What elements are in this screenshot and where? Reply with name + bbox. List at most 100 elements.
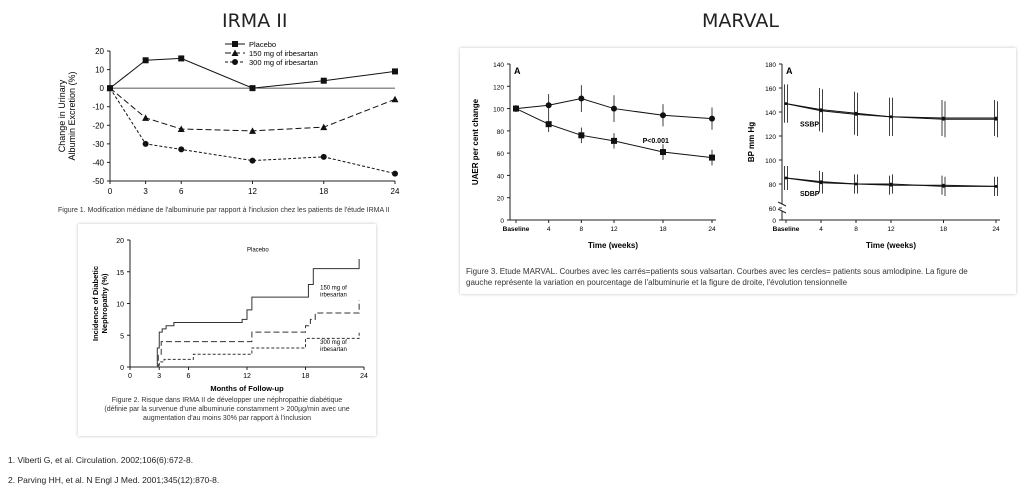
fig2-series-label-line: Placebo — [247, 247, 269, 253]
fig1-y-tick-label: -10 — [92, 103, 104, 112]
fig3b-data-point — [994, 185, 998, 188]
fig3a-y-tick-label: 0 — [500, 218, 504, 225]
fig2-series-step-line — [155, 332, 360, 368]
fig1-data-point — [320, 153, 327, 160]
fig2-x-axis-label: Months of Follow-up — [210, 384, 284, 393]
fig1-y-tick-label: -20 — [92, 121, 104, 130]
figure-3b-chart: A 0 60 80 100 120 140 160 180 Baseline 4 8 12 18 24 Tim… — [747, 62, 1000, 250]
figure-3-panel: A 0 20 40 60 80 100 120 140 Baseline 4 8 12 18 24 Time … — [460, 48, 1016, 294]
fig1-y-tick-label: -50 — [92, 177, 104, 186]
fig3a-y-tick-label: 140 — [493, 62, 504, 69]
fig1-data-point — [177, 125, 185, 132]
fig3a-data-point — [611, 137, 617, 144]
fig3b-data-point — [854, 182, 858, 186]
fig1-x-tick-label: 24 — [391, 187, 400, 196]
fig1-x-tick-label: 18 — [319, 187, 328, 196]
fig3a-x-tick-label: 18 — [659, 226, 667, 233]
fig3b-data-point — [819, 181, 823, 185]
fig1-data-point — [392, 68, 398, 75]
fig2-y-tick-label: 0 — [120, 365, 124, 372]
fig1-y-tick-label: 0 — [100, 84, 105, 93]
fig3b-data-point — [994, 117, 998, 121]
fig3b-x-tick-label: 12 — [887, 226, 895, 233]
fig3b-y-tick-label: 180 — [765, 62, 776, 69]
fig3b-y-tick-label: 140 — [765, 110, 776, 117]
fig3b-data-point — [889, 182, 893, 186]
fig2-series-label-line: 300 mg of — [320, 340, 347, 346]
fig3a-x-tick-label: Baseline — [503, 226, 530, 233]
fig1-data-point — [320, 123, 328, 131]
fig1-x-tick-label: 12 — [248, 187, 257, 196]
fig3a-data-point — [709, 115, 715, 122]
fig1-x-tick-label: 3 — [143, 187, 148, 196]
fig3b-x-tick-label: 4 — [819, 226, 823, 233]
fig3b-y-tick-label: 120 — [765, 134, 776, 141]
fig3b-y-axis-label: BP mm Hg — [747, 122, 756, 162]
fig2-series-label-line: 150 mg of — [320, 286, 347, 292]
reference-2: 2. Parving HH, et al. N Engl J Med. 2001… — [8, 475, 220, 485]
fig3b-series-line — [785, 103, 996, 119]
figure-3-caption-line: gauche représente la variation en pource… — [466, 278, 848, 287]
fig1-series-line — [109, 87, 396, 132]
fig3b-y-tick-label: 100 — [765, 158, 776, 165]
fig1-data-point — [249, 127, 256, 134]
figure-2-caption-line: Figure 2. Risque dans IRMA II de dévelop… — [111, 397, 343, 404]
figure-3-caption-line: Figure 3. Etude MARVAL. Courbes avec les… — [466, 267, 968, 276]
fig3b-series-line — [785, 177, 996, 187]
fig1-legend-label: 300 mg of irbesartan — [249, 58, 318, 67]
fig1-x-tick-label: 0 — [108, 187, 113, 196]
fig1-data-point — [391, 95, 399, 103]
fig2-y-tick-label: 20 — [116, 238, 124, 245]
title-irma-ii: IRMA II — [222, 10, 288, 32]
fig3a-panel-label: A — [514, 66, 521, 76]
fig3a-x-tick-label: 24 — [708, 226, 716, 233]
fig1-y-axis-label: Change in UrinaryAlbumin Excretion (%) — [57, 71, 77, 160]
fig3a-p-value: P<0.001 — [643, 138, 669, 145]
fig3b-data-point — [889, 115, 893, 119]
fig2-y-axis-label-line: Incidence of Diabetic — [91, 266, 100, 341]
fig3b-data-point — [854, 113, 858, 116]
fig3b-data-point — [819, 109, 823, 113]
figure-2-caption-line: (définie par la survenue d'une albuminur… — [104, 406, 350, 413]
fig1-data-point — [320, 77, 327, 84]
fig3a-x-tick-label: 8 — [580, 226, 584, 233]
fig2-y-tick-label: 10 — [116, 302, 124, 309]
fig1-legend-label: Placebo — [249, 40, 276, 49]
fig3b-x-tick-label: 8 — [854, 226, 858, 233]
fig1-series-line — [109, 57, 396, 89]
fig1-data-point — [142, 57, 149, 64]
fig3a-y-tick-label: 120 — [493, 84, 504, 91]
figure-1-panel: 20 10 0 -10 -20 -30 -40 -50 0 3 6 12 18 24 Change in U… — [50, 40, 422, 220]
fig2-x-tick-label: 3 — [157, 373, 161, 380]
fig1-y-tick-label: 10 — [95, 66, 104, 75]
fig3b-series-line — [785, 103, 996, 120]
fig2-x-tick-label: 18 — [302, 373, 310, 380]
fig3a-data-point — [513, 105, 519, 112]
fig3a-x-axis-label: Time (weeks) — [588, 241, 638, 250]
fig3a-data-point — [578, 132, 585, 139]
figure-3a-chart: A 0 20 40 60 80 100 120 140 Baseline 4 8 12 18 24 Time … — [471, 62, 716, 250]
fig2-y-tick-label: 15 — [116, 270, 124, 277]
fig1-y-tick-label: 20 — [95, 47, 104, 56]
fig1-y-axis-label-line: Albumin Excretion (%) — [67, 71, 77, 160]
fig3b-data-point — [784, 102, 788, 105]
fig3a-y-tick-label: 100 — [493, 107, 504, 114]
fig3a-series-line — [515, 108, 713, 159]
fig1-data-point — [178, 146, 185, 153]
fig3a-y-axis-label: UAER per cent change — [471, 98, 480, 185]
fig1-data-point — [142, 140, 149, 147]
fig3a-data-point — [660, 112, 666, 119]
fig3b-panel-label: A — [786, 66, 793, 76]
fig3b-data-point — [942, 185, 945, 188]
fig3a-y-tick-label: 20 — [497, 196, 505, 203]
fig3a-data-point — [709, 154, 715, 161]
figure-2-chart: 0 5 10 15 20 0 3 6 12 18 24 Months of Follow-up Inci… — [91, 238, 368, 393]
fig3b-axis-break — [777, 201, 787, 214]
fig1-data-point — [107, 85, 113, 92]
fig1-y-tick-label: -40 — [92, 158, 104, 167]
figure-2-caption-line: augmentation d'au moins 30% par rapport … — [142, 415, 312, 422]
figure-2-panel: 0 5 10 15 20 0 3 6 12 18 24 Months of Follow-up Inci… — [78, 224, 376, 436]
fig3a-data-point — [578, 95, 585, 102]
fig3b-ssbp-label: SSBP — [800, 121, 819, 128]
fig3a-y-tick-label: 80 — [497, 129, 505, 136]
